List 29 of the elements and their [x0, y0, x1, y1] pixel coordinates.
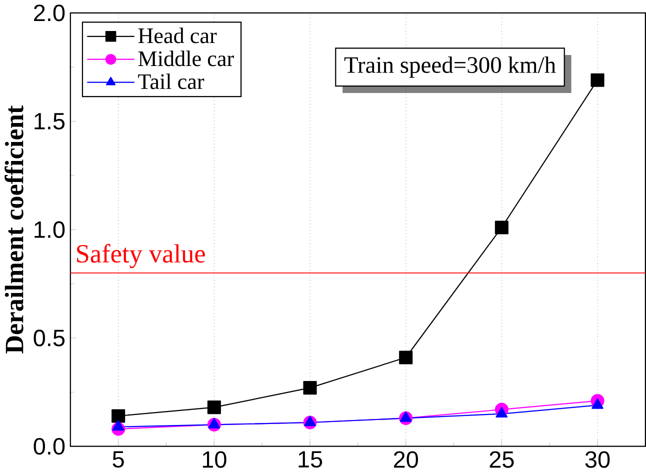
x-tick-label: 5: [112, 450, 124, 468]
y-tick-label: 0.0: [34, 438, 65, 454]
annotation: Train speed=300 km/h: [344, 56, 556, 78]
point: [112, 420, 124, 430]
legend-label: Head car: [138, 27, 217, 44]
legend-label: Middle car: [138, 50, 234, 66]
point: [590, 73, 604, 87]
ref-line-label: Safety value: [77, 244, 205, 268]
x-tick-label: 10: [202, 450, 226, 468]
point: [208, 418, 220, 428]
point: [303, 380, 317, 394]
y-tick-label: 2.0: [34, 4, 65, 22]
point: [496, 406, 508, 418]
y-tick-label: 0.5: [34, 329, 65, 346]
y-tick-label: 1.5: [34, 112, 65, 130]
legend-label: Tail car: [138, 73, 204, 89]
point: [112, 408, 126, 423]
y-axis-title: Derailment coefficient: [4, 105, 24, 354]
point: [304, 415, 316, 426]
x-tick-label: 20: [394, 450, 418, 468]
point: [207, 400, 221, 414]
x-tick-label: 15: [298, 450, 322, 468]
x-tick-label: 30: [585, 450, 610, 468]
point: [400, 411, 412, 422]
y-tick-label: 1.0: [34, 221, 65, 238]
point: [399, 350, 413, 364]
point: [592, 398, 604, 409]
x-tick-label: 25: [490, 450, 514, 468]
point: [494, 220, 508, 234]
